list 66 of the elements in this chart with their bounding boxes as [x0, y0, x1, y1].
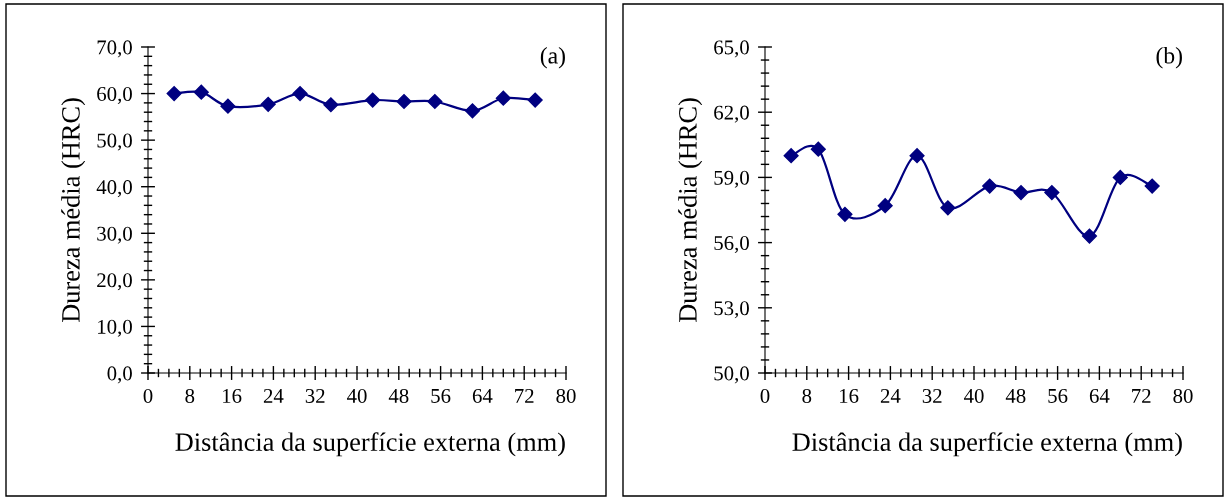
x-tick-label: 40 [346, 388, 367, 403]
y-axis-title: Dureza média (HRC) [678, 98, 703, 323]
point [1044, 185, 1060, 201]
x-axis-title: Distância da superfície externa (mm) [175, 432, 565, 457]
y-tick-label: 59,0 [714, 170, 749, 188]
point [1112, 169, 1128, 185]
x-tick-label: 16 [223, 388, 242, 403]
x-tick-label: 40 [963, 388, 984, 403]
y-tick-label: 20,0 [97, 273, 132, 291]
point [909, 148, 925, 164]
x-tick-label: 80 [556, 388, 576, 403]
y-tick-label: 50,0 [714, 366, 749, 384]
x-tick-label: 56 [1048, 388, 1068, 403]
y-tick-label: 60,0 [97, 86, 132, 104]
y-tick-label: 65,0 [714, 40, 749, 58]
y-tick-label: 50,0 [97, 133, 132, 151]
x-tick-label: 32 [922, 388, 942, 403]
point [365, 92, 381, 108]
x-tick-label: 48 [388, 388, 409, 403]
point [982, 178, 998, 194]
x-tick-label: 0 [760, 388, 770, 403]
point [527, 92, 543, 108]
x-tick-label: 16 [840, 388, 859, 403]
point [1013, 185, 1029, 201]
x-axis-title: Distância da superfície externa (mm) [792, 432, 1182, 457]
point [323, 97, 339, 113]
x-tick-label: 72 [1132, 388, 1151, 403]
y-tick-label: 10,0 [98, 319, 132, 337]
y-tick-label: 30,0 [97, 226, 132, 244]
x-tick-label: 0 [143, 388, 153, 403]
x-tick-label: 48 [1005, 388, 1026, 403]
point [166, 86, 182, 102]
point [193, 84, 209, 100]
point [1081, 228, 1098, 244]
point [877, 198, 893, 214]
point [783, 148, 799, 164]
point [940, 200, 956, 216]
point [810, 141, 826, 157]
y-tick-label: 62,0 [714, 105, 749, 123]
annotation: (b) [1156, 47, 1182, 69]
annotation: (a) [540, 47, 565, 69]
x-tick-label: 24 [880, 388, 901, 403]
x-tick-label: 32 [305, 388, 325, 403]
y-tick-label: 70,0 [97, 40, 132, 58]
y-tick-label: 0,0 [107, 366, 132, 384]
point [292, 86, 308, 102]
y-tick-label: 40,0 [96, 180, 132, 198]
x-tick-label: 8 [185, 388, 195, 403]
x-tick-label: 56 [431, 388, 451, 403]
point [260, 96, 276, 112]
point [837, 206, 853, 222]
x-tick-label: 80 [1173, 388, 1193, 403]
point [220, 98, 236, 114]
y-tick-label: 56,0 [714, 235, 749, 254]
point [464, 103, 481, 119]
point [427, 93, 443, 110]
x-tick-label: 24 [263, 388, 284, 403]
point [1144, 178, 1160, 194]
y-tick-label: 53,0 [714, 301, 749, 319]
x-tick-label: 64 [472, 388, 493, 403]
x-tick-label: 8 [802, 388, 812, 403]
y-axis-title: Dureza média (HRC) [61, 98, 86, 323]
x-tick-label: 64 [1089, 388, 1110, 403]
point [495, 90, 511, 106]
x-tick-label: 72 [515, 388, 534, 403]
point [396, 93, 412, 110]
